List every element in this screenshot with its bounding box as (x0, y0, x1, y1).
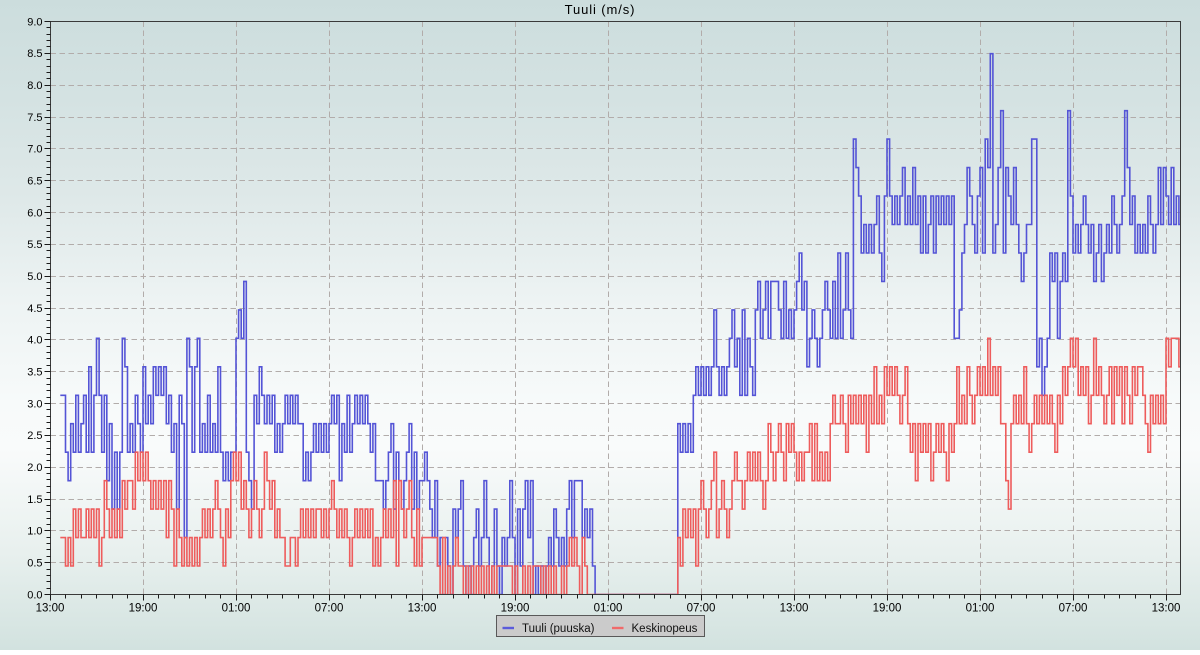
svg-text:Keskinopeus: Keskinopeus (632, 623, 698, 635)
svg-text:01:00: 01:00 (222, 603, 251, 615)
svg-text:19:00: 19:00 (873, 603, 902, 615)
svg-text:2.0: 2.0 (27, 462, 42, 474)
svg-text:5.5: 5.5 (27, 239, 42, 251)
svg-text:13:00: 13:00 (1152, 603, 1181, 615)
svg-text:8.0: 8.0 (27, 80, 42, 92)
svg-text:07:00: 07:00 (315, 603, 344, 615)
svg-text:0.5: 0.5 (27, 558, 42, 570)
svg-text:Tuuli (puuska): Tuuli (puuska) (522, 623, 595, 635)
svg-text:01:00: 01:00 (594, 603, 623, 615)
svg-text:07:00: 07:00 (1059, 603, 1088, 615)
svg-text:9.0: 9.0 (27, 16, 42, 28)
svg-text:4.5: 4.5 (27, 303, 42, 315)
svg-text:3.0: 3.0 (27, 398, 42, 410)
svg-text:Tuuli (m/s): Tuuli (m/s) (565, 2, 636, 17)
svg-text:4.0: 4.0 (27, 335, 42, 347)
svg-text:3.5: 3.5 (27, 367, 42, 379)
svg-text:07:00: 07:00 (687, 603, 716, 615)
svg-text:5.0: 5.0 (27, 271, 42, 283)
svg-text:7.0: 7.0 (27, 144, 42, 156)
svg-text:1.0: 1.0 (27, 526, 42, 538)
svg-text:0.0: 0.0 (27, 589, 42, 601)
svg-text:13:00: 13:00 (408, 603, 437, 615)
svg-text:7.5: 7.5 (27, 112, 42, 124)
svg-text:19:00: 19:00 (501, 603, 530, 615)
svg-text:8.5: 8.5 (27, 48, 42, 60)
svg-text:6.0: 6.0 (27, 207, 42, 219)
svg-text:1.5: 1.5 (27, 494, 42, 506)
svg-text:19:00: 19:00 (129, 603, 158, 615)
svg-text:13:00: 13:00 (36, 603, 65, 615)
svg-text:6.5: 6.5 (27, 176, 42, 188)
svg-text:13:00: 13:00 (780, 603, 809, 615)
svg-text:2.5: 2.5 (27, 430, 42, 442)
svg-text:01:00: 01:00 (966, 603, 995, 615)
